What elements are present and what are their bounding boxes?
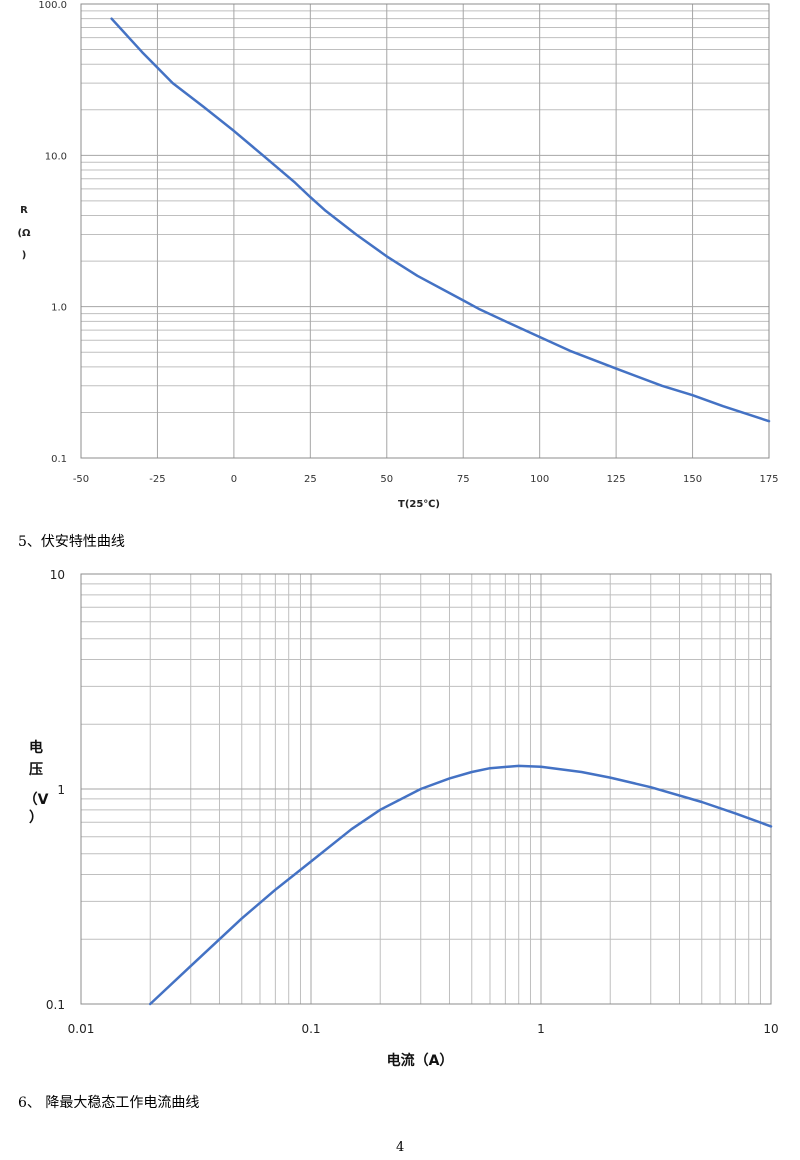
chart-1-x-tick-label: 75 bbox=[457, 474, 470, 485]
chart-1-x-tick-label: 0 bbox=[231, 474, 237, 485]
chart-1-x-tick-label: 25 bbox=[304, 474, 317, 485]
chart-1-series-line bbox=[110, 17, 771, 423]
page-number: 4 bbox=[396, 1140, 405, 1155]
chart-1-y-tick-label: 0.1 bbox=[51, 454, 67, 465]
chart-1-x-tick-label: -50 bbox=[73, 474, 89, 485]
chart-1-y-tick-label: 1.0 bbox=[51, 303, 67, 314]
caption-max-steady-current: 6、 降最大稳态工作电流曲线 bbox=[18, 1095, 200, 1111]
chart-1-x-axis-label: T(25℃) bbox=[398, 499, 440, 510]
chart-2-x-tick-label: 0.01 bbox=[68, 1022, 95, 1036]
chart-1-x-tick-label: 175 bbox=[759, 474, 778, 485]
chart-2-y-tick-label: 1 bbox=[57, 783, 65, 797]
chart-2-x-tick-label: 0.1 bbox=[301, 1022, 320, 1036]
chart-2-y-tick-label: 10 bbox=[50, 568, 65, 582]
caption-iv-characteristic: 5、伏安特性曲线 bbox=[18, 534, 125, 550]
chart-1-y-label-line: (Ω bbox=[17, 228, 31, 239]
chart-1-x-tick-label: -25 bbox=[149, 474, 165, 485]
chart-1-x-tick-label: 125 bbox=[607, 474, 626, 485]
chart-2-x-axis-label: 电流（A） bbox=[387, 1052, 454, 1069]
chart-2-y-axis-label: 电 压 （V ） bbox=[24, 739, 49, 826]
chart-2-y-label-line: ） bbox=[29, 810, 43, 826]
chart-1-x-tick-label: 50 bbox=[380, 474, 393, 485]
chart-1-y-axis-label: R (Ω ) bbox=[17, 205, 31, 261]
chart-1-y-tick-label: 100.0 bbox=[38, 0, 67, 11]
chart-2-y-label-line: 电 bbox=[29, 739, 43, 756]
chart-1-y-label-line: ) bbox=[22, 250, 27, 261]
chart-1-x-tick-label: 150 bbox=[683, 474, 702, 485]
chart-1-x-tick-label: 100 bbox=[530, 474, 549, 485]
chart-1-y-label-line: R bbox=[20, 205, 28, 216]
chart-1-y-tick-label: 10.0 bbox=[45, 151, 67, 162]
chart-2-series-line bbox=[148, 764, 773, 1006]
chart-2-y-label-line: 压 bbox=[29, 762, 43, 778]
chart-2-y-tick-label: 0.1 bbox=[46, 998, 65, 1012]
chart-resistance-temperature: -50 -25 0 25 50 75 100 125 150 175 100.0 10.0 1.0 0.… bbox=[17, 0, 778, 510]
chart-1-plot-frame bbox=[80, 3, 770, 459]
chart-2-x-tick-label: 1 bbox=[537, 1022, 545, 1036]
chart-2-plot-frame bbox=[80, 573, 772, 1005]
chart-2-x-tick-label: 10 bbox=[763, 1022, 778, 1036]
chart-2-y-label-line: （V bbox=[24, 792, 49, 808]
